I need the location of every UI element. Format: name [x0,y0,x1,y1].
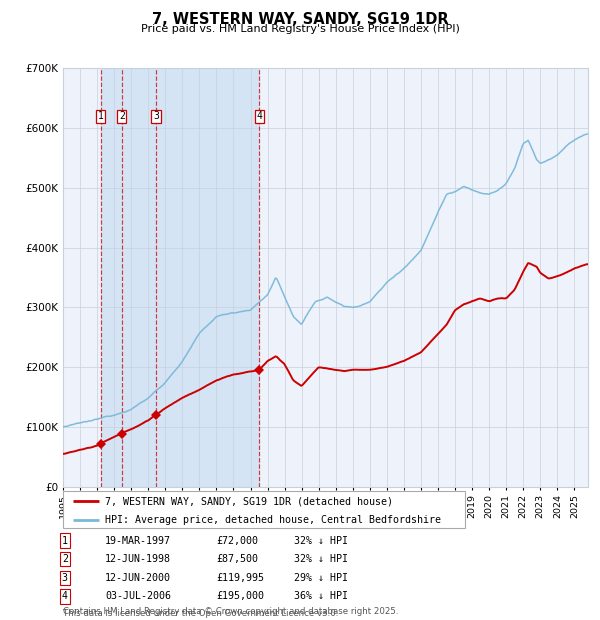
Text: 7, WESTERN WAY, SANDY, SG19 1DR (detached house): 7, WESTERN WAY, SANDY, SG19 1DR (detache… [105,496,393,506]
Text: 36% ↓ HPI: 36% ↓ HPI [294,591,348,601]
Text: 29% ↓ HPI: 29% ↓ HPI [294,573,348,583]
Text: 2: 2 [119,112,125,122]
Text: 1: 1 [62,536,68,546]
Text: 7, WESTERN WAY, SANDY, SG19 1DR: 7, WESTERN WAY, SANDY, SG19 1DR [152,12,448,27]
Text: HPI: Average price, detached house, Central Bedfordshire: HPI: Average price, detached house, Cent… [105,515,441,525]
Text: Contains HM Land Registry data © Crown copyright and database right 2025.: Contains HM Land Registry data © Crown c… [63,607,398,616]
Text: 12-JUN-1998: 12-JUN-1998 [105,554,171,564]
Text: 1: 1 [98,112,104,122]
Text: £119,995: £119,995 [216,573,264,583]
Text: 12-JUN-2000: 12-JUN-2000 [105,573,171,583]
Text: 32% ↓ HPI: 32% ↓ HPI [294,554,348,564]
Text: 3: 3 [153,112,159,122]
Text: This data is licensed under the Open Government Licence v3.0.: This data is licensed under the Open Gov… [63,608,338,618]
Text: 32% ↓ HPI: 32% ↓ HPI [294,536,348,546]
Text: 4: 4 [256,112,262,122]
Text: 19-MAR-1997: 19-MAR-1997 [105,536,171,546]
Text: £72,000: £72,000 [216,536,258,546]
Text: 03-JUL-2006: 03-JUL-2006 [105,591,171,601]
Text: Price paid vs. HM Land Registry's House Price Index (HPI): Price paid vs. HM Land Registry's House … [140,24,460,33]
Text: 3: 3 [62,573,68,583]
Text: £87,500: £87,500 [216,554,258,564]
Text: 4: 4 [62,591,68,601]
Bar [101,68,259,487]
Text: 2: 2 [62,554,68,564]
Text: £195,000: £195,000 [216,591,264,601]
